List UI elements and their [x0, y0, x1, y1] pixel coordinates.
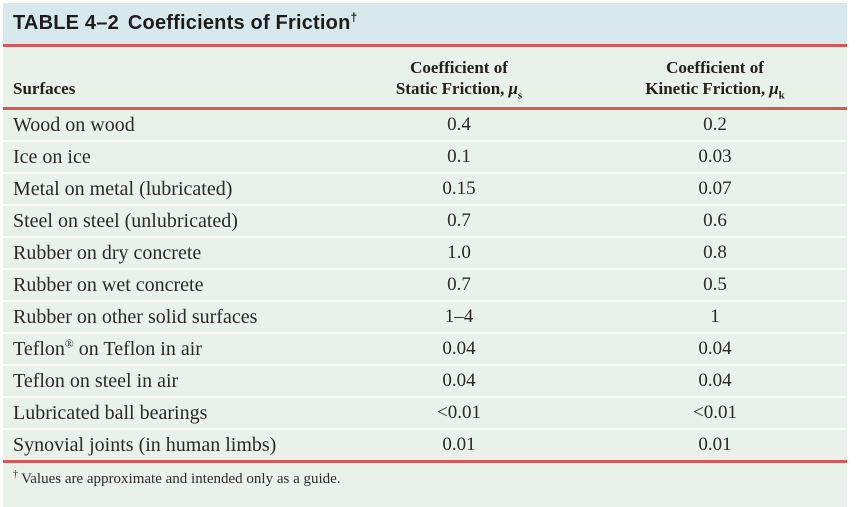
- surface-cell: Wood on wood: [3, 110, 335, 142]
- table-title-bar: TABLE 4–2 Coefficients of Friction†: [3, 3, 847, 47]
- static-value-cell: 0.7: [335, 270, 583, 302]
- surface-cell: Rubber on dry concrete: [3, 238, 335, 270]
- kinetic-header-line2: Kinetic Friction,: [645, 78, 766, 98]
- surface-cell: Metal on metal (lubricated): [3, 174, 335, 206]
- mu-kinetic-symbol: μ: [769, 78, 779, 98]
- kinetic-value-cell: 0.04: [583, 366, 847, 398]
- table-row: Steel on steel (unlubricated) 0.7 0.6: [3, 206, 847, 238]
- table-title: Coefficients of Friction: [127, 12, 351, 34]
- friction-table: TABLE 4–2 Coefficients of Friction† Surfa…: [3, 3, 847, 507]
- footnote: † Values are approximate and intended onl…: [3, 463, 847, 507]
- kinetic-value-cell: 0.2: [583, 110, 847, 142]
- table-row: Teflon® on Teflon in air 0.04 0.04: [3, 334, 847, 366]
- surface-cell: Teflon® on Teflon in air: [3, 334, 335, 366]
- coefficients-table: Surfaces Coefficient of Static Friction,…: [3, 47, 847, 463]
- footnote-marker: †: [13, 469, 19, 480]
- kinetic-header-line1: Coefficient of: [666, 57, 764, 77]
- surface-cell: Steel on steel (unlubricated): [3, 206, 335, 238]
- static-value-cell: 0.15: [335, 174, 583, 206]
- table-row: Rubber on other solid surfaces 1–4 1: [3, 302, 847, 334]
- table-row: Rubber on dry concrete 1.0 0.8: [3, 238, 847, 270]
- table-row: Wood on wood 0.4 0.2: [3, 110, 847, 142]
- static-value-cell: 0.4: [335, 110, 583, 142]
- surface-cell: Synovial joints (in human limbs): [3, 430, 335, 463]
- header-row: Surfaces Coefficient of Static Friction,…: [3, 47, 847, 110]
- kinetic-value-cell: 0.07: [583, 174, 847, 206]
- surfaces-header-label: Surfaces: [13, 78, 76, 98]
- static-value-cell: <0.01: [335, 398, 583, 430]
- table-row: Lubricated ball bearings <0.01 <0.01: [3, 398, 847, 430]
- registered-trademark-marker: ®: [64, 336, 74, 350]
- static-value-cell: 0.04: [335, 334, 583, 366]
- table-row: Teflon on steel in air 0.04 0.04: [3, 366, 847, 398]
- kinetic-value-cell: 0.5: [583, 270, 847, 302]
- kinetic-value-cell: 0.6: [583, 206, 847, 238]
- kinetic-value-cell: 0.01: [583, 430, 847, 463]
- mu-static-symbol: μ: [508, 78, 518, 98]
- kinetic-value-cell: 0.8: [583, 238, 847, 270]
- mu-kinetic-subscript: k: [778, 89, 785, 102]
- static-value-cell: 0.01: [335, 430, 583, 463]
- table-body: Wood on wood 0.4 0.2 Ice on ice 0.1 0.03 Metal…: [3, 110, 847, 463]
- kinetic-value-cell: 0.03: [583, 142, 847, 174]
- surface-cell: Ice on ice: [3, 142, 335, 174]
- footnote-text: Values are approximate and intended only…: [21, 471, 341, 487]
- static-value-cell: 0.04: [335, 366, 583, 398]
- table-row: Synovial joints (in human limbs) 0.01 0.01: [3, 430, 847, 463]
- surface-cell: Rubber on wet concrete: [3, 270, 335, 302]
- kinetic-value-cell: 1: [583, 302, 847, 334]
- title-dagger-marker: †: [350, 10, 358, 25]
- static-value-cell: 0.1: [335, 142, 583, 174]
- kinetic-value-cell: 0.04: [583, 334, 847, 366]
- column-header-kinetic-friction: Coefficient of Kinetic Friction, μk: [583, 47, 847, 110]
- static-header-line2: Static Friction,: [395, 78, 505, 98]
- table-number: TABLE 4–2: [13, 12, 119, 34]
- table-row: Metal on metal (lubricated) 0.15 0.07: [3, 174, 847, 206]
- static-value-cell: 1.0: [335, 238, 583, 270]
- column-header-surfaces: Surfaces: [3, 47, 335, 110]
- mu-static-subscript: s: [517, 89, 523, 102]
- static-header-line1: Coefficient of: [410, 57, 508, 77]
- static-value-cell: 1–4: [335, 302, 583, 334]
- kinetic-value-cell: <0.01: [583, 398, 847, 430]
- surface-cell: Lubricated ball bearings: [3, 398, 335, 430]
- table-row: Rubber on wet concrete 0.7 0.5: [3, 270, 847, 302]
- table-row: Ice on ice 0.1 0.03: [3, 142, 847, 174]
- surface-cell: Teflon on steel in air: [3, 366, 335, 398]
- surface-cell: Rubber on other solid surfaces: [3, 302, 335, 334]
- column-header-static-friction: Coefficient of Static Friction, μs: [335, 47, 583, 110]
- static-value-cell: 0.7: [335, 206, 583, 238]
- table-header: Surfaces Coefficient of Static Friction,…: [3, 47, 847, 110]
